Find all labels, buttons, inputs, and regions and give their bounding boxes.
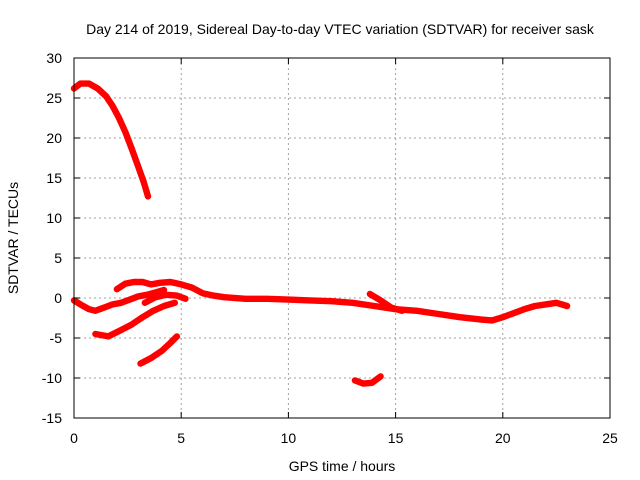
series-line-track-1 (70, 80, 152, 200)
y-tick-label: -5 (50, 330, 63, 346)
y-tick-label: 15 (46, 170, 62, 186)
y-tick-label: -15 (42, 410, 62, 426)
x-tick-label: 25 (602, 430, 618, 446)
y-tick-label: 5 (54, 250, 62, 266)
grid-lines (74, 58, 610, 418)
x-tick-label: 5 (177, 430, 185, 446)
series-line-track-2 (70, 286, 168, 314)
series-line-track-7 (141, 291, 189, 306)
series-line-track-6 (351, 373, 384, 387)
data-series (70, 80, 571, 387)
y-tick-label: 0 (54, 290, 62, 306)
x-tick-label: 10 (281, 430, 297, 446)
x-tick-label: 15 (388, 430, 404, 446)
series-line-track-8 (366, 290, 406, 314)
y-tick-label: 20 (46, 130, 62, 146)
y-tick-label: -10 (42, 370, 62, 386)
y-tick-label: 25 (46, 90, 62, 106)
plot-frame (73, 57, 611, 419)
x-axis-label: GPS time / hours (289, 458, 396, 474)
y-tick-label: 30 (46, 50, 62, 66)
x-tick-label: 0 (70, 430, 78, 446)
series-line-track-5 (137, 333, 181, 367)
x-tick-label: 20 (495, 430, 511, 446)
y-tick-label: 10 (46, 210, 62, 226)
series-line-track-3 (113, 278, 571, 324)
axis-ticks: 0 5 10 15 20 25 -15 -10 -5 0 5 10 15 20 25 30 (42, 50, 618, 446)
y-axis-label: SDTVAR / TECUs (5, 182, 21, 294)
chart-title: Day 214 of 2019, Sidereal Day-to-day VTE… (86, 21, 595, 37)
series-line-track-4 (92, 299, 178, 340)
